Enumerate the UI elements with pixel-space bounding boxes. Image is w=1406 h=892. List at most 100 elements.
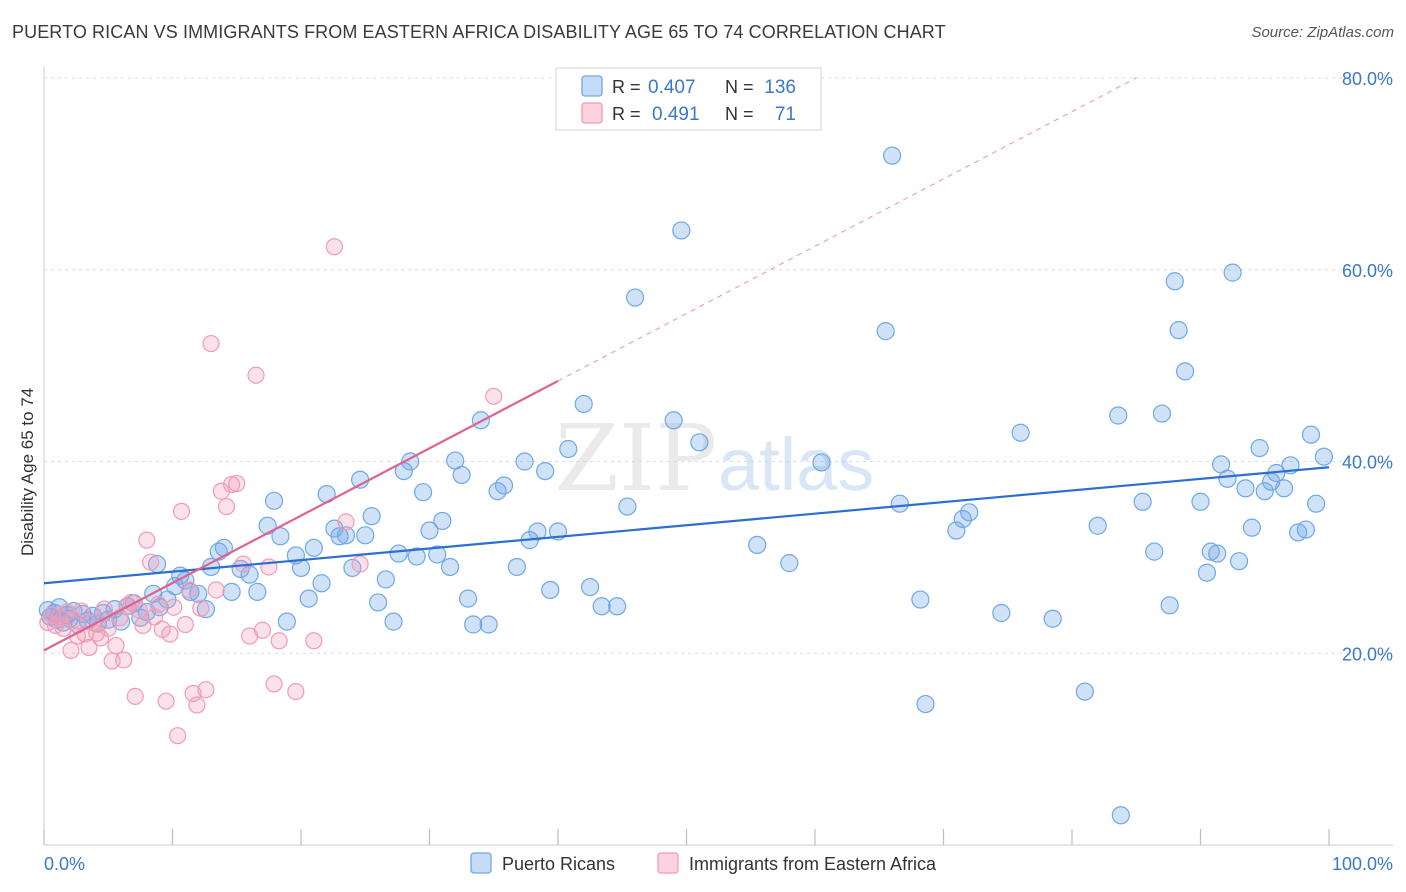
point-puerto-rican (1314, 447, 1333, 466)
point-puerto-rican (494, 476, 514, 495)
point-puerto-rican (413, 483, 433, 502)
point-eastern-africa (62, 641, 80, 659)
point-eastern-africa (247, 366, 265, 384)
source-credit: Source: ZipAtlas.com (1251, 24, 1394, 41)
point-eastern-africa (126, 687, 144, 705)
point-eastern-africa (485, 387, 503, 405)
point-puerto-rican (1197, 563, 1217, 582)
point-puerto-rican (452, 465, 471, 485)
legend-bottom-label-pink: Immigrants from Eastern Africa (689, 854, 937, 874)
y-tick-labels: 20.0% 40.0% 60.0% 80.0% (1342, 69, 1393, 664)
watermark-atlas: atlas (718, 423, 874, 506)
point-puerto-rican (1218, 469, 1237, 488)
axes (43, 67, 1393, 846)
y-tick-label: 40.0% (1342, 453, 1393, 473)
legend-top: R = 0.407 N = 136 R = 0.491 N = 71 (555, 67, 822, 131)
point-puerto-rican (384, 612, 403, 631)
point-puerto-rican (690, 433, 709, 452)
point-eastern-africa (207, 581, 225, 599)
point-puerto-rican (664, 411, 683, 430)
point-puerto-rican (1109, 406, 1128, 425)
point-puerto-rican (515, 452, 534, 471)
point-puerto-rican (222, 582, 241, 601)
point-puerto-rican (1111, 806, 1130, 825)
point-puerto-rican (812, 453, 831, 472)
x-tick-label-start: 0.0% (44, 854, 85, 874)
point-eastern-africa (351, 555, 369, 573)
point-puerto-rican (343, 558, 362, 578)
point-puerto-rican (1250, 438, 1269, 458)
legend-n-value-1: 136 (764, 77, 796, 98)
point-puerto-rican (1296, 520, 1315, 539)
point-puerto-rican (336, 526, 356, 545)
point-puerto-rican (1175, 362, 1195, 381)
trend-line-eastern-africa (43, 379, 559, 652)
point-eastern-africa (217, 497, 236, 516)
point-puerto-rican (1301, 425, 1321, 444)
point-puerto-rican (882, 146, 902, 165)
point-puerto-rican (304, 538, 323, 557)
point-puerto-rican (428, 545, 447, 564)
point-puerto-rican (1255, 482, 1274, 501)
series-puerto-ricans (38, 146, 1333, 825)
point-puerto-rican (1043, 609, 1062, 628)
point-eastern-africa (180, 581, 198, 599)
point-eastern-africa (325, 238, 344, 256)
point-eastern-africa (107, 636, 125, 655)
point-puerto-rican (947, 521, 966, 540)
point-puerto-rican (376, 570, 395, 589)
point-puerto-rican (608, 597, 627, 616)
point-eastern-africa (115, 651, 133, 669)
point-puerto-rican (1236, 479, 1255, 498)
point-puerto-rican (1223, 263, 1242, 282)
point-puerto-rican (458, 589, 478, 608)
point-puerto-rican (780, 554, 799, 573)
y-tick-label: 60.0% (1342, 261, 1393, 281)
point-puerto-rican (248, 582, 267, 601)
point-puerto-rican (1242, 518, 1262, 537)
point-puerto-rican (356, 526, 375, 545)
point-puerto-rican (1208, 544, 1227, 563)
point-puerto-rican (440, 557, 460, 577)
point-eastern-africa (138, 531, 156, 549)
point-puerto-rican (528, 522, 547, 541)
point-puerto-rican (1165, 272, 1184, 291)
point-eastern-africa (176, 615, 194, 634)
point-eastern-africa (197, 681, 215, 699)
point-puerto-rican (362, 507, 381, 526)
watermark-zip: ZIP (555, 405, 717, 512)
point-eastern-africa (72, 602, 90, 620)
legend-r-value-2: 0.491 (652, 104, 700, 125)
point-eastern-africa (228, 474, 246, 493)
point-eastern-africa (337, 513, 355, 531)
point-eastern-africa (95, 600, 113, 618)
trend-line-puerto-ricans (43, 466, 1330, 585)
point-puerto-rican (369, 593, 388, 612)
point-puerto-rican (291, 558, 311, 578)
point-eastern-africa (161, 625, 179, 643)
point-puerto-rican (299, 589, 318, 608)
point-eastern-africa (157, 692, 175, 710)
point-eastern-africa (80, 638, 98, 657)
y-tick-label: 80.0% (1342, 69, 1393, 89)
point-puerto-rican (277, 612, 296, 631)
point-eastern-africa (172, 502, 191, 520)
point-puerto-rican (196, 600, 216, 619)
point-puerto-rican (672, 221, 691, 240)
y-tick-label: 20.0% (1342, 644, 1393, 664)
point-puerto-rican (1201, 542, 1220, 561)
point-puerto-rican (581, 577, 600, 597)
point-puerto-rican (992, 603, 1011, 623)
trend-lines (43, 77, 1330, 652)
point-puerto-rican (312, 574, 331, 593)
point-puerto-rican (464, 615, 483, 634)
point-puerto-rican (389, 544, 408, 563)
legend-bottom-swatch-blue (470, 852, 492, 874)
point-eastern-africa (223, 475, 241, 494)
point-puerto-rican (911, 590, 930, 609)
point-puerto-rican (916, 694, 935, 714)
point-eastern-africa (270, 632, 288, 650)
point-puerto-rican (1011, 423, 1030, 442)
point-puerto-rican (271, 527, 290, 546)
legend-bottom-label-blue: Puerto Ricans (502, 854, 615, 874)
